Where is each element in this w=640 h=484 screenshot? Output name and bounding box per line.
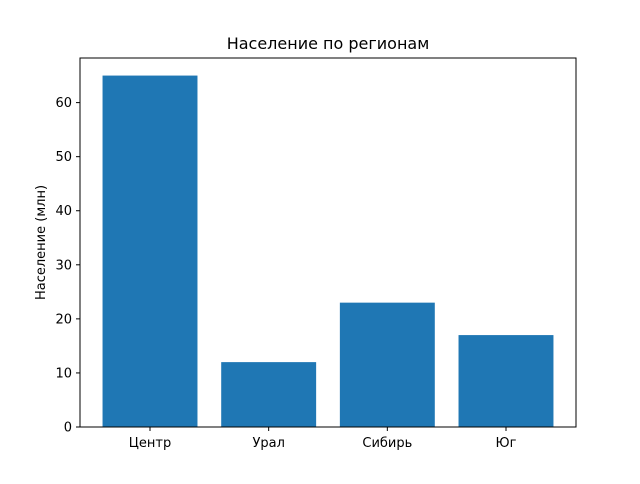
y-tick-label: 0: [64, 421, 72, 436]
x-tick-label: Сибирь: [362, 436, 412, 451]
x-tick-label: Центр: [129, 436, 171, 451]
bar-0: [102, 75, 198, 428]
bar-3: [458, 335, 554, 427]
bar-2: [339, 302, 435, 427]
plot-frame: [79, 57, 577, 428]
x-tick-label: Юг: [496, 436, 517, 451]
y-tick-label: 60: [55, 96, 72, 111]
bar-1: [221, 362, 317, 427]
y-tick-label: 30: [55, 258, 72, 273]
x-axis-ticks: Центр Урал Сибирь Юг: [129, 427, 517, 451]
y-tick-label: 20: [55, 312, 72, 327]
y-axis-ticks: 0 10 20 30 40 50 60: [55, 96, 80, 436]
x-tick-label: Урал: [252, 436, 284, 451]
y-tick-label: 10: [55, 366, 72, 381]
chart-title: Население по регионам: [227, 34, 430, 53]
y-tick-label: 40: [55, 204, 72, 219]
y-axis-label: Население (млн): [34, 185, 49, 300]
bars-group: [102, 75, 554, 428]
y-tick-label: 50: [55, 150, 72, 165]
